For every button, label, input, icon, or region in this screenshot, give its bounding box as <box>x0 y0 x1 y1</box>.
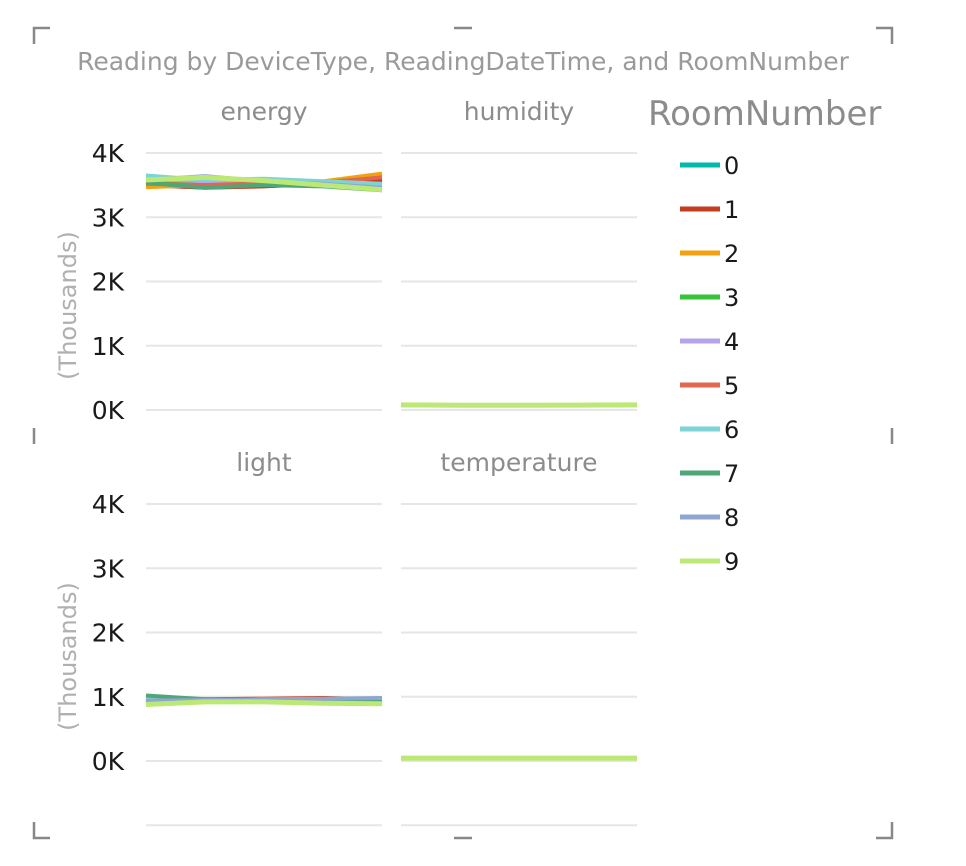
y-tick-label: 3K <box>92 554 125 583</box>
legend-label-room-3[interactable]: 3 <box>724 284 739 312</box>
legend-label-room-9[interactable]: 9 <box>724 548 739 576</box>
y-tick-label: 1K <box>92 683 125 712</box>
y-tick-label: 0K <box>92 747 125 776</box>
y-axis-title: (Thousands) <box>54 231 82 380</box>
facet-label-energy: energy <box>220 97 307 126</box>
visual-corner-top-left[interactable] <box>32 26 50 44</box>
y-tick-label: 3K <box>92 203 125 232</box>
legend-label-room-6[interactable]: 6 <box>724 416 739 444</box>
legend-label-room-4[interactable]: 4 <box>724 328 739 356</box>
chart-title: Reading by DeviceType, ReadingDateTime, … <box>77 47 849 76</box>
facet-grid: energy humidity light temperature 4K 3K 2K 1K 0K… <box>54 97 638 827</box>
y-tick-label: 1K <box>92 332 125 361</box>
visual-corner-bottom-left[interactable] <box>32 822 50 840</box>
facet-label-light: light <box>236 448 292 477</box>
y-tick-label: 2K <box>92 619 125 648</box>
visual-corner-bottom-right[interactable] <box>876 822 894 840</box>
legend-label-room-0[interactable]: 0 <box>724 152 739 180</box>
legend: RoomNumber 0 1 2 3 4 5 6 7 8 9 <box>648 94 881 576</box>
y-tick-label: 0K <box>92 396 125 425</box>
legend-label-room-7[interactable]: 7 <box>724 460 739 488</box>
facet-label-humidity: humidity <box>464 97 575 126</box>
legend-label-room-8[interactable]: 8 <box>724 504 739 532</box>
y-tick-label: 4K <box>92 139 125 168</box>
y-tick-label: 2K <box>92 268 125 297</box>
visual-corner-top-right[interactable] <box>876 26 894 44</box>
series-line-light-room-8[interactable] <box>145 696 383 703</box>
legend-label-room-5[interactable]: 5 <box>724 372 739 400</box>
legend-label-room-1[interactable]: 1 <box>724 196 739 224</box>
legend-label-room-2[interactable]: 2 <box>724 240 739 268</box>
y-axis-title: (Thousands) <box>54 582 82 731</box>
facet-label-temperature: temperature <box>440 448 597 477</box>
y-tick-label: 4K <box>92 490 125 519</box>
series-line-light-room-9[interactable] <box>145 699 383 707</box>
legend-title: RoomNumber <box>648 94 881 134</box>
series-line-energy-room-9[interactable] <box>145 174 383 193</box>
